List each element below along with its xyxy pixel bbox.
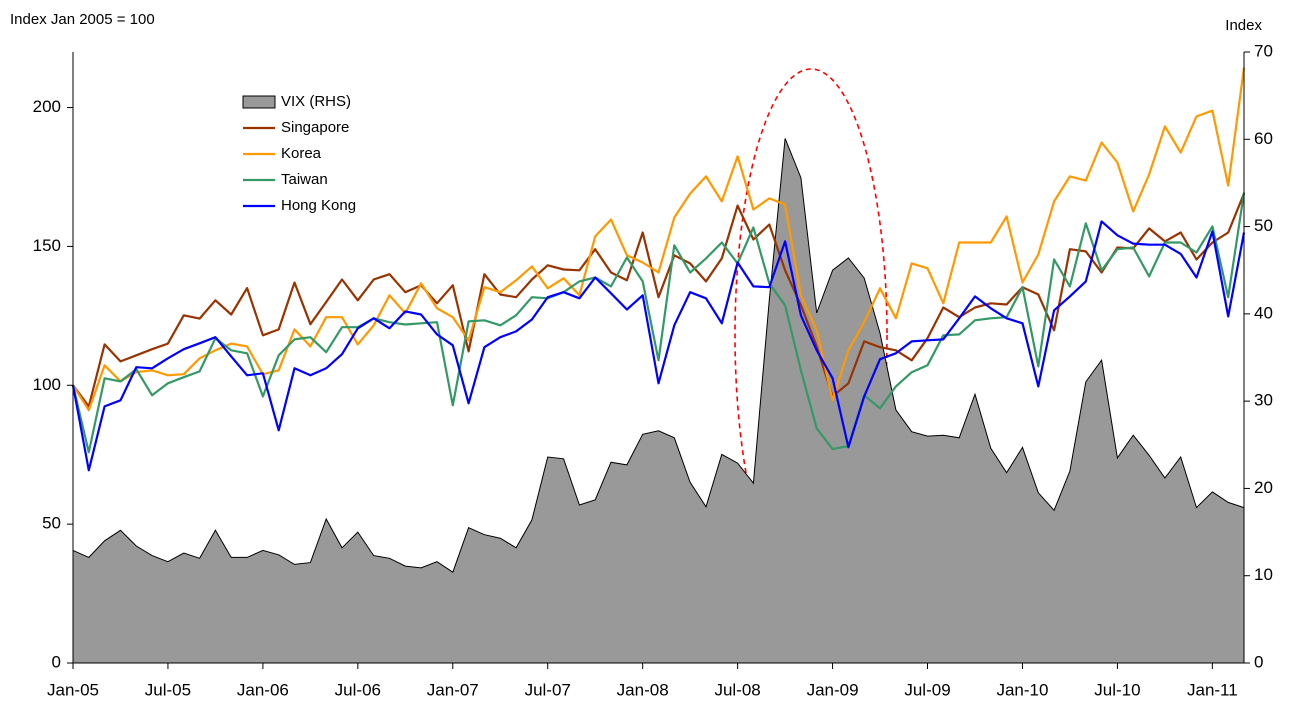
y2-tick-label: 20 [1254,478,1273,497]
legend-label: Korea [281,145,322,162]
x-tick-label: Jul-06 [335,680,381,699]
legend-label: Singapore [281,119,349,136]
y-tick-label: 200 [33,97,61,116]
legend-label: Hong Kong [281,197,356,214]
y-tick-label: 100 [33,375,61,394]
line [71,220,1246,472]
x-tick-label: Jul-07 [525,680,571,699]
y2-tick-label: 50 [1254,216,1273,235]
y-tick-label: 150 [33,236,61,255]
x-tick-label: Jul-05 [145,680,191,699]
y2-tick-label: 10 [1254,565,1273,584]
x-tick-label: Jul-08 [714,680,760,699]
x-tick-label: Jan-11 [1187,680,1238,699]
area [72,138,1245,664]
x-tick-label: Jan-06 [237,680,289,699]
y2-tick-label: 70 [1254,41,1273,60]
legend-label: Taiwan [281,171,328,188]
line [72,67,1246,412]
y2-tick-label: 60 [1254,129,1273,148]
x-tick-label: Jul-10 [1094,680,1140,699]
x-tick-label: Jan-09 [807,680,859,699]
legend-label: VIX (RHS) [281,93,351,110]
x-tick-label: Jan-05 [47,680,99,699]
x-tick-label: Jan-08 [617,680,669,699]
y2-axis-label: Index [1225,17,1262,34]
y2-tick-label: 0 [1254,652,1263,671]
y2-tick-label: 30 [1254,391,1273,410]
x-tick-label: Jan-10 [996,680,1048,699]
x-tick-label: Jul-09 [904,680,950,699]
legend-swatch [242,95,276,109]
x-tick-label: Jan-07 [427,680,479,699]
y-axis-label: Index Jan 2005 = 100 [10,11,155,28]
y-tick-label: 50 [42,514,61,533]
line [72,193,1246,408]
line [71,192,1246,454]
y-tick-label: 0 [52,652,61,671]
y2-tick-label: 40 [1254,303,1273,322]
